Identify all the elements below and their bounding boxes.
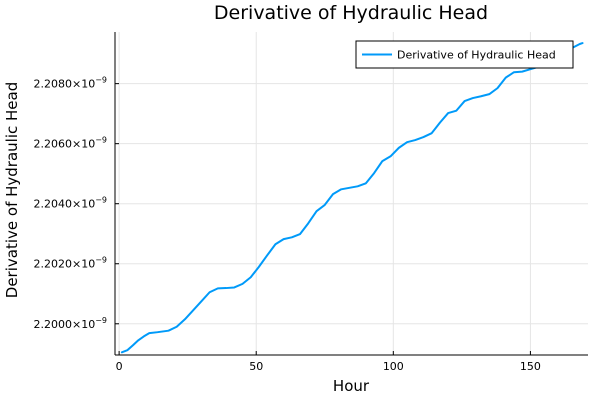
x-tick-label: 150	[520, 360, 541, 373]
x-tick-label: 100	[383, 360, 404, 373]
x-tick-label: 0	[116, 360, 123, 373]
y-tick-label: 2.2040×10−9	[34, 196, 108, 211]
y-axis-title: Derivative of Hydraulic Head	[3, 82, 21, 298]
y-tick-label: 2.2020×10−9	[34, 256, 108, 271]
axes-layer	[114, 32, 588, 356]
legend-box	[355, 40, 574, 69]
grid-layer	[115, 32, 588, 355]
y-tick-label: 2.2060×10−9	[34, 136, 108, 151]
series-line	[120, 42, 584, 354]
x-tick-label: 50	[249, 360, 263, 373]
chart-title: Derivative of Hydraulic Head	[214, 2, 488, 24]
x-axis-title: Hour	[333, 377, 370, 395]
ticks-layer: 0 50 100 150 2.2000×10−9 2.2020×10−9 2.2040×10…	[34, 76, 541, 373]
series-layer	[120, 42, 584, 354]
y-tick-label: 2.2080×10−9	[34, 76, 108, 91]
legend-label: Derivative of Hydraulic Head	[397, 49, 556, 62]
y-tick-label: 2.2000×10−9	[34, 316, 108, 331]
legend: Derivative of Hydraulic Head	[355, 40, 574, 69]
